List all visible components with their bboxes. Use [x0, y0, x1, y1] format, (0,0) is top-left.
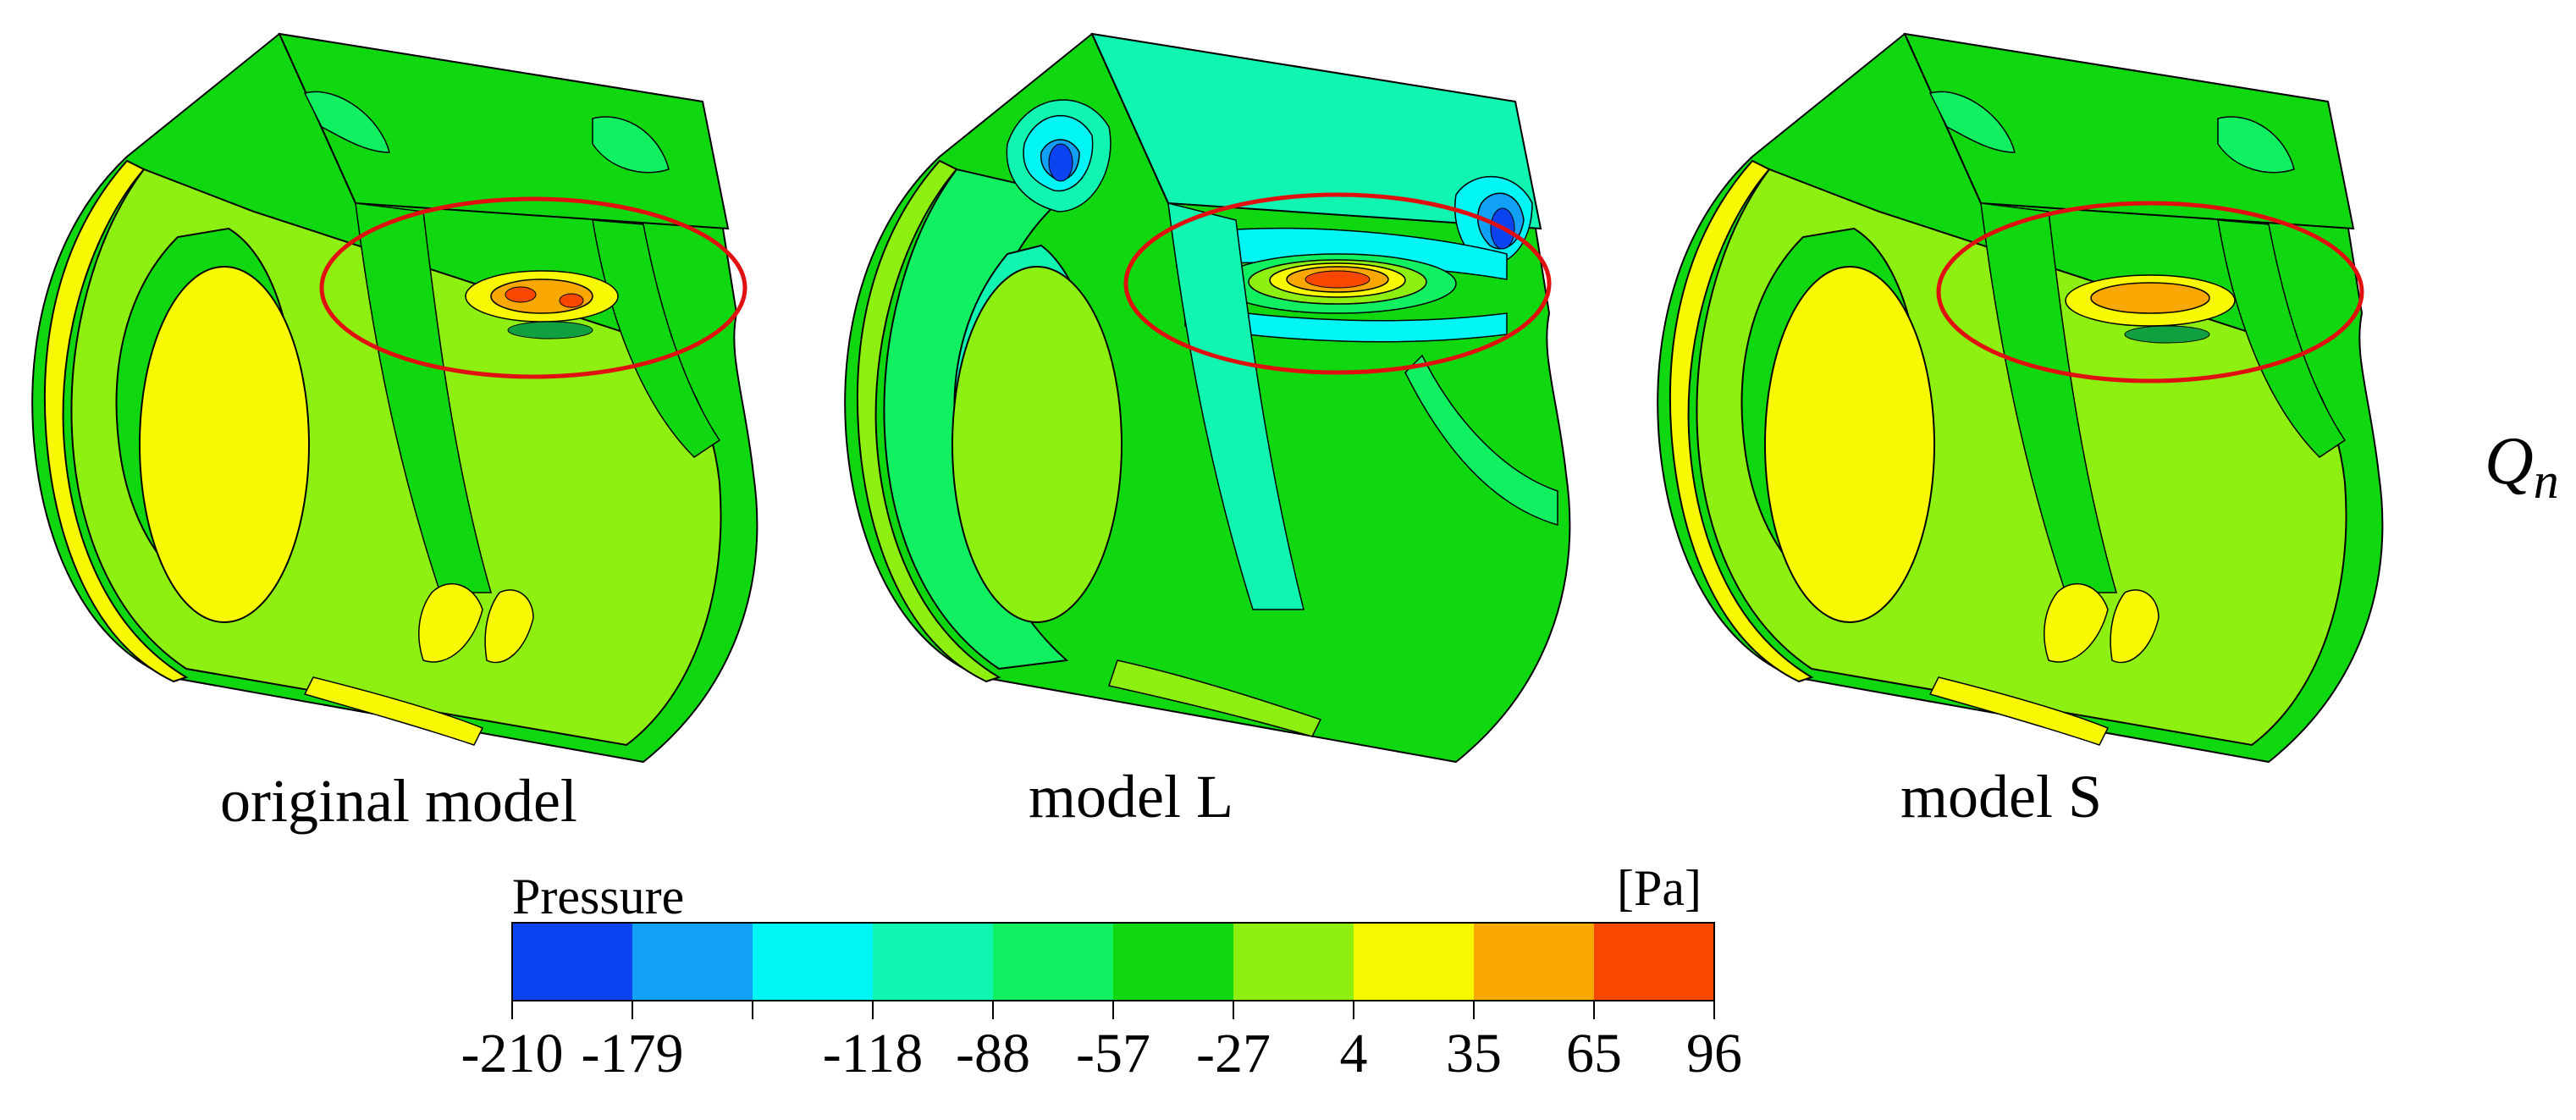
colorbar-tick-label: -88: [956, 1023, 1030, 1084]
colorbar-tick-label: 4: [1339, 1023, 1368, 1084]
caption-original-model: original model: [220, 767, 577, 835]
caption-model-s: model S: [1900, 763, 2103, 830]
colorbar-segment: [1113, 923, 1234, 1001]
highlight-ellipse-model-s: [1936, 201, 2364, 383]
colorbar-tick-label: -27: [1196, 1023, 1271, 1084]
colorbar-segment: [632, 923, 753, 1001]
panel-model-l: [844, 32, 1571, 764]
colorbar-segment: [1594, 923, 1715, 1001]
colorbar-tick-label: 96: [1686, 1023, 1742, 1084]
colorbar-tick-label: 65: [1566, 1023, 1622, 1084]
highlight-ellipse-original: [319, 196, 747, 379]
colorbar-segment: [1354, 923, 1475, 1001]
colorbar-segment: [993, 923, 1114, 1001]
highlight-ellipse-model-l: [1123, 192, 1552, 375]
colorbar-segment: [873, 923, 994, 1001]
panel-model-s: [1657, 32, 2384, 764]
colorbar-tick-label: -57: [1076, 1023, 1150, 1084]
legend-title: Pressure: [512, 869, 685, 924]
panel-original-model: [31, 32, 758, 764]
colorbar-tick-label: -210: [461, 1023, 564, 1084]
flow-rate-label: Qn: [2485, 424, 2559, 509]
caption-model-l: model L: [1029, 763, 1233, 830]
colorbar-tick-label: -179: [581, 1023, 684, 1084]
colorbar-segment: [753, 923, 874, 1001]
colorbar-segment: [512, 923, 633, 1001]
pressure-colorbar: [511, 922, 1715, 1019]
colorbar-tick-label: 35: [1446, 1023, 1502, 1084]
colorbar-segment: [1233, 923, 1354, 1001]
legend-unit: [Pa]: [1617, 860, 1702, 916]
colorbar-tick-label: -118: [822, 1023, 924, 1084]
colorbar-segment: [1474, 923, 1595, 1001]
